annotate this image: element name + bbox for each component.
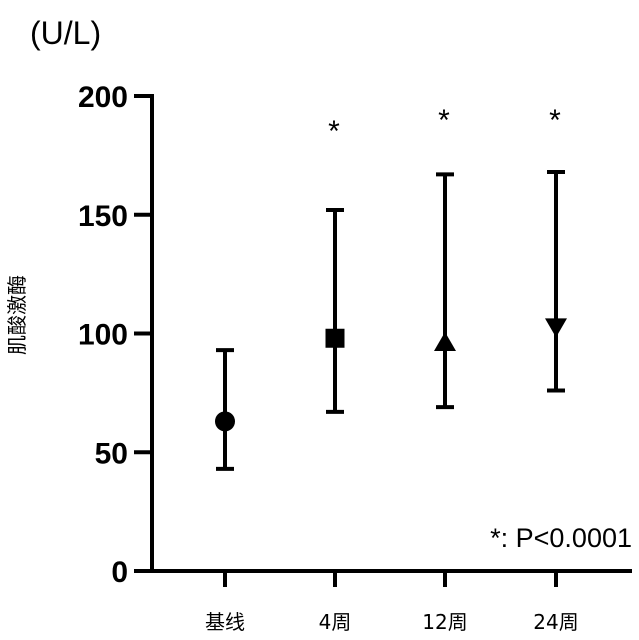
y-tick-label: 150 xyxy=(78,200,128,233)
x-tick-label: 12周 xyxy=(422,610,467,634)
significance-marker: * xyxy=(549,104,561,137)
axes: 0 50 100 150 200 基线 4周 12周 24周 xyxy=(78,81,632,634)
y-tick-label: 0 xyxy=(111,556,128,589)
significance-annotation: *: P<0.0001 xyxy=(490,523,632,553)
y-tick-label: 100 xyxy=(78,319,128,352)
data-point-circle xyxy=(215,411,235,432)
data-point-triangle-up xyxy=(434,332,456,351)
data-point-triangle-down xyxy=(545,318,567,338)
x-tick-label: 基线 xyxy=(205,610,245,634)
significance-marker: * xyxy=(438,104,450,137)
y-tick-label: 200 xyxy=(78,81,128,114)
significance-marker: * xyxy=(328,115,340,148)
y-tick-label: 50 xyxy=(95,437,128,470)
y-axis-label: 肌酸激酶 xyxy=(5,275,29,355)
x-tick-label: 4周 xyxy=(319,610,352,634)
data-point-square xyxy=(325,328,345,348)
unit-label: (U/L) xyxy=(30,15,101,51)
data-marks: * * * xyxy=(215,104,567,471)
x-tick-label: 24周 xyxy=(533,610,578,634)
